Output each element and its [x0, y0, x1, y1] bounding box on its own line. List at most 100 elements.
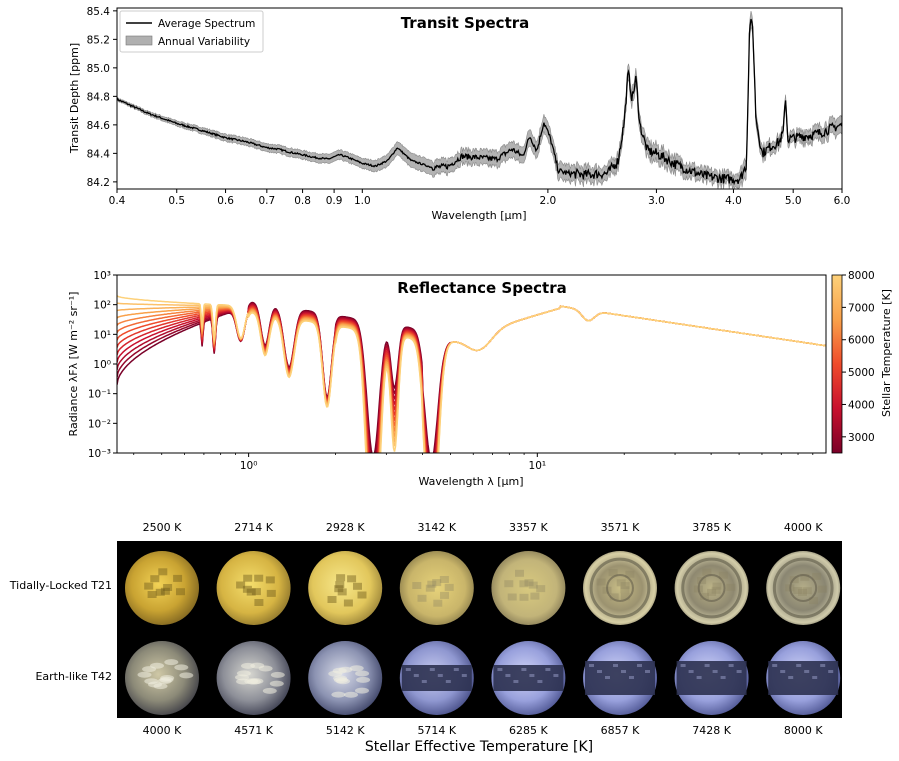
- band-detail: [461, 674, 467, 677]
- cloud-streak: [258, 665, 273, 672]
- top-temperature-label: 3142 K: [417, 521, 456, 534]
- cloud-patch: [809, 597, 818, 605]
- cloud-patch: [425, 584, 435, 592]
- band-detail: [605, 676, 610, 679]
- reflectance-line-7083K: [117, 305, 826, 453]
- top-temperature-label: 3785 K: [692, 521, 731, 534]
- planet-temperature-labels: 2500 K 2714 K 2928 K 3142 K 3357 K 3571 K 3785…: [143, 521, 824, 737]
- cloud-streak: [179, 672, 194, 679]
- band-detail: [820, 664, 826, 667]
- top-temperature-label: 2928 K: [326, 521, 365, 534]
- reflectance-x-label: Wavelength λ [μm]: [418, 475, 523, 488]
- x-tick-label: 0.5: [168, 195, 185, 207]
- equatorial-band: [676, 661, 747, 695]
- cloud-streak: [333, 675, 348, 682]
- cloud-patch: [596, 578, 606, 586]
- band-detail: [804, 670, 810, 673]
- cloud-patch: [793, 587, 803, 594]
- y-tick-label: 10⁻²: [88, 418, 111, 430]
- cloud-patch: [528, 581, 538, 589]
- reflectance-line-8000K: [117, 295, 826, 453]
- colorbar-tick-label: 7000: [848, 302, 875, 314]
- variability-band: [117, 11, 842, 189]
- x-tick-label: 0.9: [326, 195, 343, 207]
- transit-x-label: Wavelength [μm]: [431, 209, 526, 222]
- cloud-patch: [347, 575, 357, 583]
- cloud-patch: [530, 592, 540, 600]
- band-detail: [637, 664, 642, 667]
- planet-disk: [491, 551, 566, 625]
- planet-disk: [766, 551, 841, 625]
- cloud-streak: [331, 691, 346, 698]
- reflectance-line-2500K: [117, 301, 826, 453]
- bottom-temperature-label: 7428 K: [692, 724, 731, 737]
- planet-tidally-locked-3357k: [491, 551, 566, 625]
- planet-earth-like-4000k: [125, 641, 199, 715]
- cloud-patch: [439, 576, 449, 583]
- band-detail: [736, 670, 742, 673]
- planet-disk: [308, 551, 383, 625]
- planet-tidally-locked-4000k: [766, 551, 841, 625]
- cloud-patch: [702, 568, 712, 576]
- x-tick-label: 3.0: [648, 195, 665, 207]
- band-detail: [772, 664, 778, 667]
- band-detail: [788, 676, 794, 679]
- y-tick-label: 85.4: [87, 6, 111, 18]
- colorbar-tick-label: 5000: [848, 367, 875, 379]
- y-tick-label: 85.0: [87, 63, 110, 75]
- cloud-patch: [242, 585, 252, 593]
- y-tick-label: 84.8: [87, 91, 110, 103]
- x-tick-label: 0.8: [294, 195, 311, 207]
- band-detail: [780, 670, 786, 673]
- cloud-patch: [160, 587, 170, 595]
- legend-box: [119, 10, 264, 53]
- reflectance-line-6625K: [117, 305, 826, 453]
- y-tick-label: 10¹: [93, 329, 111, 341]
- cloud-streak: [270, 671, 285, 678]
- equatorial-band: [585, 661, 655, 695]
- colorbar-tick-label: 3000: [848, 432, 875, 444]
- planet-tidally-locked-2928k: [308, 551, 383, 625]
- y-tick-label: 10⁻¹: [88, 389, 111, 401]
- cloud-streak: [262, 687, 277, 694]
- cloud-streak: [236, 670, 251, 677]
- top-temperature-label: 3357 K: [509, 521, 548, 534]
- reflectance-plot-frame: [116, 274, 827, 454]
- cloud-streak: [356, 676, 371, 683]
- x-tick-label: 4.0: [725, 195, 742, 207]
- bottom-temperature-label: 4571 K: [234, 724, 273, 737]
- cloud-patch: [144, 582, 154, 590]
- cloud-patch: [176, 588, 185, 596]
- planet-ring-band: [589, 557, 651, 619]
- planet-disk: [125, 551, 199, 625]
- cloud-patch: [343, 599, 353, 607]
- colorbar-tick-label: 6000: [848, 335, 875, 347]
- legend-entry-variability: Annual Variability: [158, 36, 250, 48]
- cloud-patch: [147, 591, 157, 598]
- band-detail: [545, 668, 551, 671]
- cloud-patch: [417, 594, 427, 602]
- top-temperature-label: 2500 K: [143, 521, 182, 534]
- top-temperature-label: 2714 K: [234, 521, 273, 534]
- row-label-earth-like: Earth-like T42: [35, 670, 112, 683]
- cloud-patch: [625, 570, 635, 578]
- cloud-patch: [334, 585, 344, 593]
- legend-entry-average: Average Spectrum: [158, 18, 255, 30]
- band-detail: [421, 680, 427, 683]
- transit-y-label: Transit Depth [ppm]: [68, 43, 81, 154]
- cloud-patch: [444, 583, 454, 591]
- cloud-patch: [251, 588, 261, 596]
- band-detail: [413, 674, 419, 677]
- cloud-patch: [718, 571, 728, 579]
- band-detail: [613, 664, 618, 667]
- planet-earth-like-5714k: [399, 641, 474, 715]
- planet-core-band: [789, 574, 818, 602]
- cloud-patch: [336, 574, 346, 582]
- bottom-temperature-label: 6857 K: [601, 724, 640, 737]
- band-detail: [828, 670, 834, 673]
- planet-disk: [674, 551, 749, 625]
- band-detail: [529, 674, 535, 677]
- cloud-patch: [155, 588, 165, 596]
- planet-grid-x-label: Stellar Effective Temperature [K]: [365, 739, 593, 755]
